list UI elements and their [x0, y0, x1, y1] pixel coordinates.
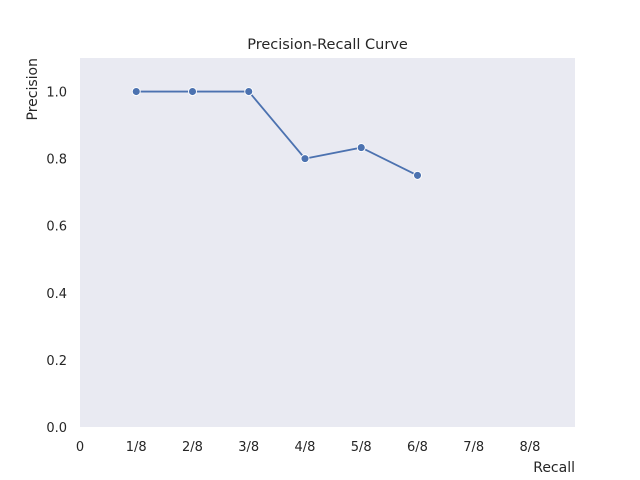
x-axis-label: Recall	[533, 460, 575, 476]
data-point-marker	[300, 154, 310, 164]
data-point-marker	[244, 87, 254, 96]
x-tick-label: 8/8	[520, 440, 541, 455]
x-tick-label: 1/8	[126, 440, 147, 455]
y-tick-label: 0.4	[46, 287, 67, 302]
y-tick-label: 1.0	[46, 86, 67, 101]
series-layer	[131, 87, 422, 180]
y-tick-label: 0.2	[46, 354, 67, 369]
x-tick-label: 3/8	[238, 440, 259, 455]
data-point-marker	[131, 87, 141, 96]
series-line	[136, 90, 418, 177]
y-tick-label: 0.8	[46, 153, 67, 168]
x-axis-ticks: 0 1/8 2/8 3/8 4/8 5/8 6/8 7/8 8/8	[76, 440, 541, 455]
x-tick-label: 6/8	[407, 440, 428, 455]
y-tick-label: 0.6	[46, 220, 67, 235]
plot-area	[80, 58, 575, 427]
x-tick-label: 0	[76, 440, 84, 455]
chart-title: Precision-Recall Curve	[247, 37, 408, 53]
x-tick-label: 4/8	[295, 440, 316, 455]
x-tick-label: 2/8	[182, 440, 203, 455]
x-tick-label: 5/8	[351, 440, 372, 455]
x-tick-label: 7/8	[463, 440, 484, 455]
data-point-marker	[356, 143, 366, 153]
y-axis-label: Precision	[25, 58, 41, 120]
y-tick-label: 0.0	[46, 421, 67, 436]
data-point-marker	[413, 170, 422, 180]
y-axis-ticks: 0.0 0.2 0.4 0.6 0.8 1.0	[46, 86, 67, 436]
data-point-marker	[188, 87, 197, 96]
